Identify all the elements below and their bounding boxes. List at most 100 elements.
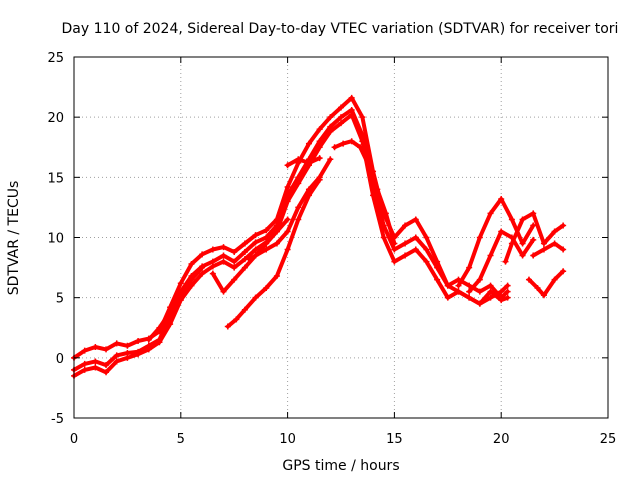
data-point [412, 246, 419, 253]
data-point [113, 358, 120, 365]
data-point [551, 240, 558, 247]
data-point [327, 114, 334, 121]
data-point [551, 228, 558, 235]
data-point [391, 246, 398, 253]
data-point [534, 285, 541, 292]
data-point [423, 246, 430, 253]
data-point [316, 174, 323, 181]
data-point [305, 140, 312, 147]
data-point [338, 104, 344, 111]
series-arc-13 [531, 241, 566, 258]
series-arc-3 [72, 112, 510, 378]
data-point [487, 210, 494, 217]
data-point [476, 234, 483, 241]
data-point [167, 309, 174, 316]
data-point [348, 138, 355, 145]
data-point [284, 198, 291, 205]
data-point [519, 240, 526, 247]
x-tick-label: 15 [386, 432, 403, 447]
data-point [252, 232, 259, 239]
y-tick-label: 20 [47, 111, 64, 126]
data-point [412, 216, 419, 223]
data-point [220, 258, 227, 265]
data-point [273, 228, 280, 235]
data-point [525, 276, 532, 283]
data-point [241, 240, 248, 247]
data-point [402, 240, 409, 247]
y-tick-label: 15 [47, 171, 64, 186]
data-point [327, 128, 334, 135]
data-point [338, 120, 344, 127]
data-point [252, 294, 259, 301]
data-point [487, 288, 494, 295]
data-point [284, 216, 291, 223]
data-point [231, 264, 238, 271]
data-point [530, 236, 537, 243]
x-tick-label: 25 [600, 432, 617, 447]
data-point [348, 94, 355, 101]
data-point [487, 282, 494, 289]
data-point [145, 346, 152, 353]
data-point [359, 114, 366, 121]
data-point [466, 264, 473, 271]
data-point [113, 340, 120, 347]
data-point [188, 276, 195, 283]
data-point [423, 258, 430, 265]
data-point [284, 183, 291, 190]
data-point [103, 369, 110, 376]
data-point [199, 264, 206, 271]
data-point [241, 264, 248, 271]
data-point [199, 270, 206, 277]
series-arc-4 [146, 265, 205, 342]
x-tick-label: 5 [177, 432, 185, 447]
y-tick-label: 5 [56, 292, 64, 307]
data-point [476, 288, 483, 295]
data-point [508, 216, 515, 223]
y-tick-label: 0 [56, 352, 64, 367]
series-arc-10 [456, 197, 536, 288]
data-point [167, 321, 174, 328]
data-point [327, 156, 334, 163]
data-point [177, 292, 184, 299]
data-point [540, 292, 547, 299]
data-point [504, 294, 511, 301]
data-point [156, 324, 163, 331]
y-tick-label: 10 [47, 232, 64, 247]
data-point [81, 347, 88, 354]
data-point [540, 240, 547, 247]
data-point [103, 346, 110, 353]
data-point [370, 192, 377, 199]
data-point [305, 159, 312, 166]
data-point [444, 294, 451, 301]
data-point [273, 240, 280, 247]
data-point [434, 264, 441, 271]
data-point [504, 288, 511, 295]
data-point [284, 228, 291, 235]
data-point [331, 144, 338, 151]
y-axis-title: SDTVAR / TECUs [6, 181, 22, 296]
data-point [103, 362, 110, 369]
series-arc-5 [210, 217, 290, 294]
data-point [402, 252, 409, 259]
data-point [434, 276, 441, 283]
data-point [487, 294, 494, 301]
series-layer [71, 94, 567, 379]
data-point [209, 263, 216, 270]
x-tick-label: 10 [279, 432, 296, 447]
data-point [252, 239, 259, 246]
data-point [338, 114, 344, 121]
data-point [498, 228, 505, 235]
data-point [273, 273, 280, 280]
data-point [357, 144, 364, 151]
data-point [560, 246, 567, 253]
data-point [476, 276, 483, 283]
data-point [502, 258, 509, 265]
y-tick-label: -5 [51, 412, 64, 427]
data-point [81, 360, 88, 367]
x-tick-label: 0 [70, 432, 78, 447]
data-point [263, 227, 270, 234]
data-point [177, 280, 184, 287]
data-point [124, 342, 131, 349]
grid-layer [74, 57, 608, 418]
series-arc-7 [247, 157, 333, 262]
